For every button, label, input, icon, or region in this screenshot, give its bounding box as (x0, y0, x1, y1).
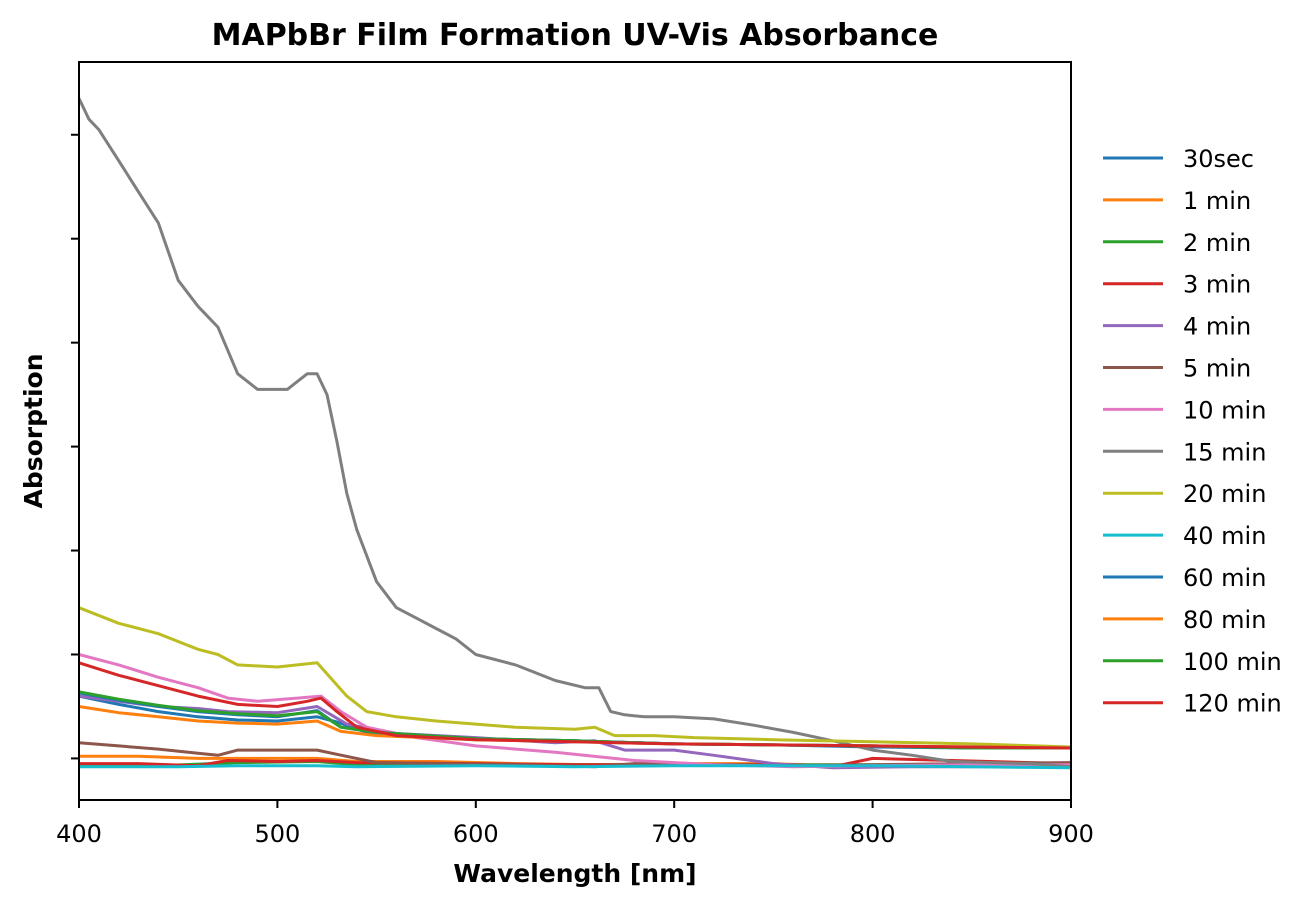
x-axis-label: Wavelength [nm] (453, 859, 696, 888)
legend-label: 80 min (1183, 606, 1266, 634)
x-tick-label: 600 (453, 820, 499, 848)
legend-label: 15 min (1183, 438, 1266, 466)
legend-label: 120 min (1183, 690, 1282, 718)
x-tick-label: 800 (850, 820, 896, 848)
legend-label: 20 min (1183, 480, 1266, 508)
y-axis (71, 133, 79, 760)
legend: 30sec 1 min 2 min 3 min 4 min 5 min 10 min 15 m… (1103, 145, 1282, 718)
x-tick-label: 700 (651, 820, 697, 848)
legend-label: 60 min (1183, 564, 1266, 592)
series-line-7 (77, 97, 1072, 769)
plot-area (77, 97, 1072, 770)
legend-label: 5 min (1183, 355, 1251, 383)
legend-label: 1 min (1183, 187, 1251, 215)
legend-label: 4 min (1183, 313, 1251, 341)
legend-label: 40 min (1183, 522, 1266, 550)
x-tick-label: 500 (254, 820, 300, 848)
legend-label: 10 min (1183, 396, 1266, 424)
x-tick-label: 400 (56, 820, 102, 848)
chart-title: MAPbBr Film Formation UV-Vis Absorbance (212, 18, 939, 53)
series-line-13 (78, 661, 1072, 750)
y-axis-label: Absorption (19, 353, 48, 508)
legend-label: 30sec (1183, 145, 1254, 173)
legend-label: 2 min (1183, 229, 1251, 257)
legend-label: 3 min (1183, 271, 1251, 299)
x-axis: 400 500 600 700 800 900 (56, 800, 1094, 848)
series-line-8 (78, 606, 1072, 749)
x-tick-label: 900 (1048, 820, 1094, 848)
series-line-9 (79, 764, 1072, 770)
legend-label: 100 min (1183, 648, 1282, 676)
plot-frame (78, 61, 1072, 801)
